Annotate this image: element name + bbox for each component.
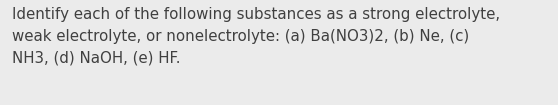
Text: Identify each of the following substances as a strong electrolyte,
weak electrol: Identify each of the following substance… bbox=[12, 7, 501, 66]
